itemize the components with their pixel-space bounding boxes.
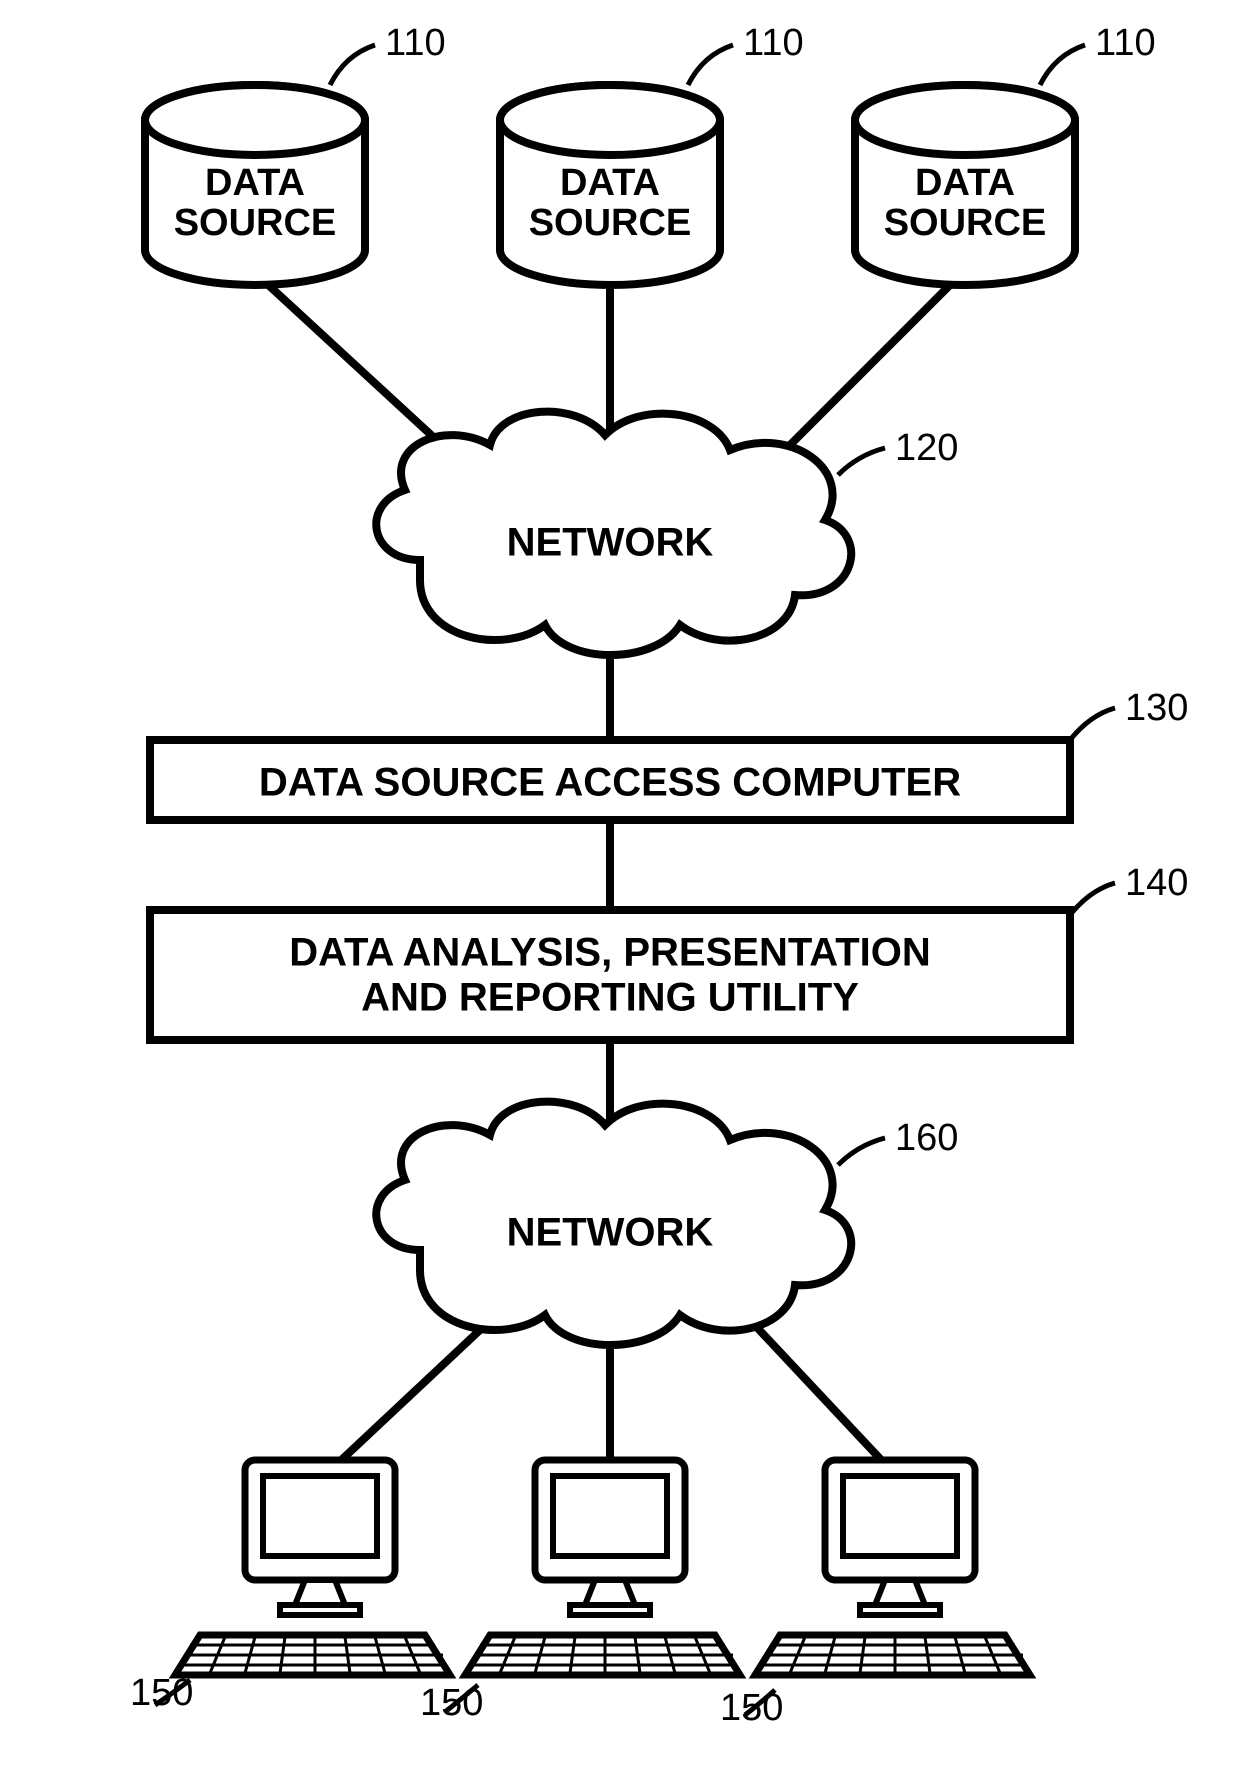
network-cloud-2: NETWORK 160 xyxy=(376,1102,958,1345)
client-computer-2 xyxy=(465,1460,740,1675)
ds1-label-1: DATA xyxy=(205,162,305,204)
box2-label-2: AND REPORTING UTILITY xyxy=(361,976,859,1020)
ds2-ref: 110 xyxy=(743,22,804,64)
ds2-label-1: DATA xyxy=(560,162,660,204)
net2-ref: 160 xyxy=(895,1117,958,1159)
box2-label-1: DATA ANALYSIS, PRESENTATION xyxy=(289,931,931,975)
ds1-label-2: SOURCE xyxy=(174,202,337,244)
ds1-ref: 110 xyxy=(385,22,446,64)
net2-label: NETWORK xyxy=(507,1211,714,1255)
data-analysis-utility: DATA ANALYSIS, PRESENTATION AND REPORTIN… xyxy=(150,862,1188,1040)
net1-label: NETWORK xyxy=(507,521,714,565)
network-cloud-1: NETWORK 120 xyxy=(376,412,958,655)
ds3-label-2: SOURCE xyxy=(884,202,1047,244)
ds2-label-2: SOURCE xyxy=(529,202,692,244)
client-computer-1 xyxy=(175,1460,450,1675)
client-computer-3 xyxy=(755,1460,1030,1675)
box1-ref: 130 xyxy=(1125,687,1188,729)
pc1-ref: 150 xyxy=(130,1672,193,1714)
data-source-2: DATA SOURCE 110 xyxy=(500,22,804,285)
ds3-ref: 110 xyxy=(1095,22,1156,64)
data-source-access-computer: DATA SOURCE ACCESS COMPUTER 130 xyxy=(150,687,1188,820)
system-diagram: DATA SOURCE 110 DATA SOURCE 110 DATA SOU… xyxy=(0,0,1246,1786)
box2-ref: 140 xyxy=(1125,862,1188,904)
edge-net2-pc3 xyxy=(750,1320,900,1480)
data-source-1: DATA SOURCE 110 xyxy=(145,22,446,285)
net1-ref: 120 xyxy=(895,427,958,469)
data-source-3: DATA SOURCE 110 xyxy=(855,22,1156,285)
box1-label: DATA SOURCE ACCESS COMPUTER xyxy=(259,761,961,805)
ds3-label-1: DATA xyxy=(915,162,1015,204)
